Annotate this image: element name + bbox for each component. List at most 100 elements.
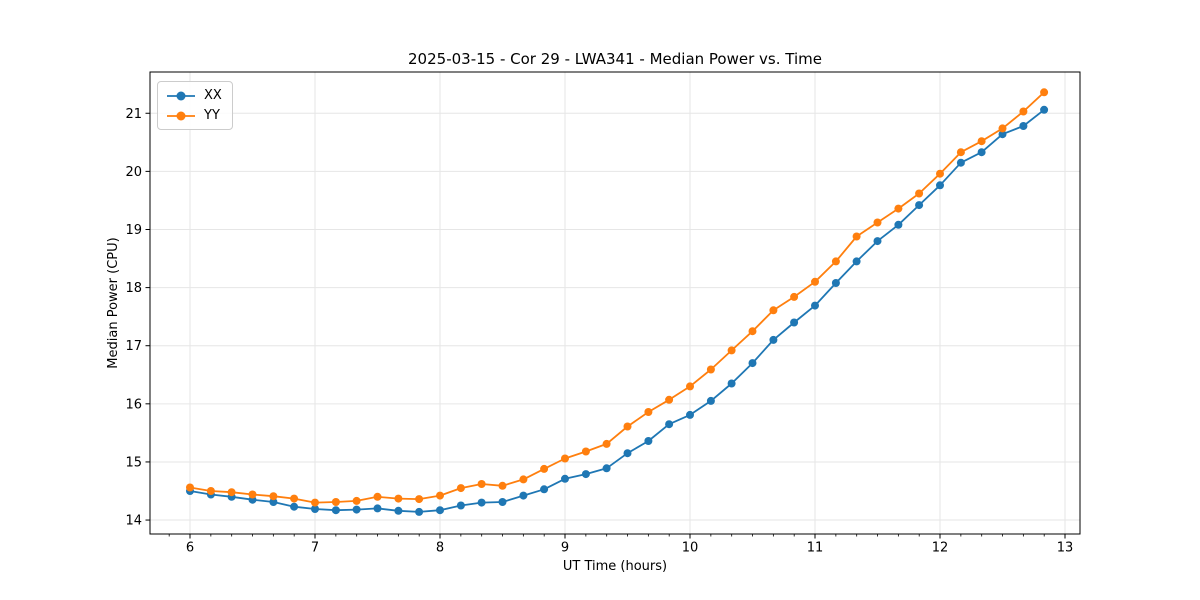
series-xx-marker bbox=[561, 474, 569, 483]
series-yy-marker bbox=[811, 277, 819, 286]
series-xx-marker bbox=[290, 502, 299, 511]
series-yy-marker bbox=[1019, 107, 1028, 116]
series-yy-marker bbox=[894, 204, 903, 213]
x-tick-label: 9 bbox=[561, 541, 569, 556]
series-xx-marker bbox=[665, 420, 674, 429]
series-xx-marker bbox=[790, 318, 799, 327]
series-xx-marker bbox=[956, 158, 965, 167]
series-xx-marker bbox=[311, 505, 319, 513]
series-xx-marker bbox=[894, 220, 903, 229]
y-tick-label: 17 bbox=[125, 339, 142, 354]
y-tick-label: 19 bbox=[125, 223, 142, 238]
series-xx-marker bbox=[644, 437, 653, 445]
series-xx-marker bbox=[686, 410, 694, 419]
series-yy-marker bbox=[581, 447, 590, 456]
series-xx-marker bbox=[498, 498, 507, 506]
series-xx-marker bbox=[269, 498, 278, 506]
series-xx-marker bbox=[977, 148, 986, 157]
series-yy-marker bbox=[415, 495, 424, 504]
axes-spines bbox=[149, 71, 1081, 535]
y-tick-label: 21 bbox=[125, 107, 142, 122]
legend-item-xx: XX bbox=[165, 86, 222, 105]
series-yy-marker bbox=[644, 408, 653, 416]
series-xx-marker bbox=[1040, 105, 1049, 114]
series-xx-marker bbox=[602, 464, 611, 473]
series-xx-marker bbox=[852, 257, 861, 266]
x-tick-label: 6 bbox=[186, 541, 194, 556]
x-tick-label: 8 bbox=[436, 541, 444, 556]
x-tick-label: 7 bbox=[311, 541, 319, 556]
x-tick-label: 11 bbox=[807, 541, 824, 556]
series-xx-marker bbox=[623, 449, 632, 458]
series-yy-marker bbox=[519, 475, 528, 484]
series-xx-marker bbox=[456, 501, 465, 510]
series-xx-marker bbox=[519, 491, 528, 500]
legend-label: YY bbox=[204, 108, 220, 123]
series-yy-marker bbox=[206, 487, 215, 495]
series-yy-marker bbox=[561, 454, 569, 463]
series-yy-marker bbox=[311, 498, 319, 507]
series-xx-marker bbox=[477, 498, 486, 507]
y-axis-label: Median Power (CPU) bbox=[106, 237, 121, 369]
legend: XX YY bbox=[157, 81, 233, 130]
series-yy-marker bbox=[727, 346, 736, 355]
series-xx-marker bbox=[394, 506, 403, 515]
series-xx-marker bbox=[727, 379, 736, 388]
series-yy-marker bbox=[998, 124, 1007, 133]
series-yy-marker bbox=[936, 169, 944, 178]
series-yy-marker bbox=[248, 490, 257, 499]
series-yy-marker bbox=[186, 483, 194, 492]
legend-line-marker-icon bbox=[167, 91, 195, 100]
series-xx-marker bbox=[436, 506, 444, 515]
series-yy-marker bbox=[852, 232, 861, 241]
y-tick-label: 18 bbox=[125, 281, 142, 296]
legend-item-yy: YY bbox=[165, 106, 222, 125]
series-yy-marker bbox=[956, 148, 965, 157]
series-yy-marker bbox=[540, 464, 549, 473]
legend-sample-marker bbox=[176, 111, 186, 120]
legend-sample-marker bbox=[176, 91, 186, 100]
series-yy-marker bbox=[290, 494, 299, 503]
series-xx-marker bbox=[540, 485, 549, 494]
series-yy-marker bbox=[373, 492, 382, 501]
series-yy-marker bbox=[394, 494, 403, 503]
y-tick-label: 16 bbox=[125, 397, 142, 412]
series-yy-marker bbox=[1040, 88, 1049, 97]
plot-background bbox=[150, 72, 1080, 534]
y-tick-label: 14 bbox=[125, 514, 142, 529]
series-yy-marker bbox=[977, 137, 986, 146]
series-yy-marker bbox=[623, 422, 632, 431]
series-yy-marker bbox=[331, 498, 340, 506]
series-xx-marker bbox=[915, 201, 924, 210]
series-yy-marker bbox=[748, 327, 757, 336]
series-xx-marker bbox=[1019, 122, 1028, 130]
series-xx-marker bbox=[811, 301, 819, 310]
series-xx-marker bbox=[998, 130, 1007, 139]
series-yy-marker bbox=[477, 480, 486, 488]
x-tick-label: 13 bbox=[1057, 541, 1074, 556]
series-xx-marker bbox=[769, 335, 778, 344]
series-yy-marker bbox=[498, 481, 507, 490]
series-yy-marker bbox=[456, 484, 465, 493]
series-yy-marker bbox=[686, 382, 694, 391]
series-yy-marker bbox=[831, 257, 840, 266]
series-xx-marker bbox=[373, 504, 382, 513]
series-yy-marker bbox=[436, 491, 444, 500]
series-yy-marker bbox=[602, 439, 611, 448]
y-tick-label: 20 bbox=[125, 165, 142, 180]
series-xx-marker bbox=[748, 359, 757, 368]
series-yy-marker bbox=[873, 218, 882, 227]
series-yy-marker bbox=[706, 365, 715, 374]
series-xx-marker bbox=[831, 279, 840, 287]
series-xx-marker bbox=[352, 505, 361, 514]
series-xx-marker bbox=[873, 237, 882, 246]
series-xx-marker bbox=[581, 470, 590, 479]
series-xx-marker bbox=[331, 506, 340, 515]
legend-label: XX bbox=[204, 88, 222, 103]
series-yy-marker bbox=[769, 306, 778, 315]
x-axis-label: UT Time (hours) bbox=[562, 559, 668, 574]
chart-title: 2025-03-15 - Cor 29 - LWA341 - Median Po… bbox=[408, 50, 822, 68]
x-tick-label: 12 bbox=[932, 541, 949, 556]
